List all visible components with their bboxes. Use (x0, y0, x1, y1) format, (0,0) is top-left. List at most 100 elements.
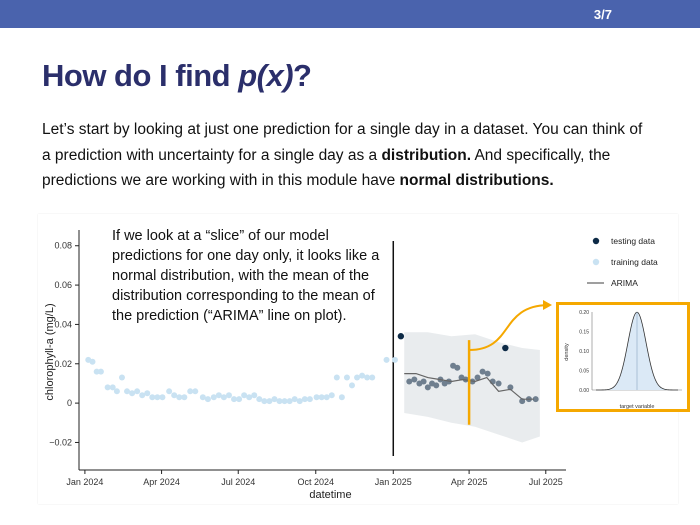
training-point (276, 398, 283, 405)
training-point (187, 388, 194, 395)
training-point (124, 388, 131, 395)
slide-number: 3/7 (593, 7, 612, 22)
training-point (113, 388, 120, 395)
training-point (266, 398, 273, 405)
legend-testing-swatch (592, 237, 600, 245)
training-point (271, 396, 278, 403)
training-point (241, 392, 248, 399)
page-title: How do I find p(x)? (42, 58, 312, 94)
training-point (134, 388, 141, 395)
training-point (323, 394, 330, 401)
training-point (359, 372, 366, 379)
density-inset: 0.00 0.05 0.10 0.15 0.20 density target variab… (556, 302, 690, 412)
x-tick-label: Apr 2024 (143, 477, 180, 487)
x-tick-label: Jan 2025 (375, 477, 412, 487)
training-point (154, 394, 161, 401)
training-point (97, 368, 104, 375)
training-point (291, 396, 298, 403)
forecast-point (495, 380, 502, 387)
training-point (343, 374, 350, 381)
training-point (338, 394, 345, 401)
training-point (246, 394, 253, 401)
inset-y-tick-label: 0.05 (579, 369, 589, 375)
training-point (144, 390, 151, 397)
training-point (176, 394, 183, 401)
title-suffix: ? (293, 58, 312, 93)
training-point (181, 394, 188, 401)
training-point (166, 388, 173, 395)
forecast-point (406, 378, 413, 385)
inset-y-title: density (564, 343, 570, 361)
training-point (215, 392, 222, 399)
training-point (313, 394, 320, 401)
legend-training-swatch (592, 258, 600, 266)
training-point (256, 396, 263, 403)
legend-testing-label: testing data (611, 236, 655, 246)
forecast-point (484, 370, 491, 377)
y-tick-label: 0 (67, 398, 72, 408)
testing-point (397, 333, 405, 340)
inset-frame (556, 302, 690, 412)
y-tick-label: 0.06 (54, 280, 72, 290)
x-tick-label: Jul 2025 (529, 477, 563, 487)
training-point (369, 374, 376, 381)
forecast-point (507, 384, 514, 391)
connector-arrowhead (543, 300, 552, 310)
title-prefix: How do I find (42, 58, 239, 93)
intro-bold-1: distribution. (381, 146, 472, 164)
legend-arima-label: ARIMA (611, 278, 638, 288)
training-point (301, 396, 308, 403)
intro-bold-2: normal distributions. (399, 172, 554, 189)
training-point (192, 388, 199, 395)
training-point (318, 394, 325, 401)
y-tick-label: −0.02 (49, 437, 72, 447)
training-point (129, 390, 136, 397)
training-point (306, 396, 313, 403)
training-point (139, 392, 146, 399)
callout-text: If we look at a “slice” of our model pre… (112, 226, 392, 326)
training-point (286, 398, 293, 405)
x-tick-label: Jan 2024 (66, 477, 103, 487)
forecast-point (532, 396, 539, 403)
training-point (348, 382, 355, 389)
training-point (225, 392, 232, 399)
uncertainty-band (404, 332, 540, 443)
forecast-point (420, 378, 427, 385)
training-point (333, 374, 340, 381)
training-point (89, 358, 96, 365)
training-point (391, 356, 398, 363)
training-point (109, 384, 116, 391)
training-point (383, 356, 390, 363)
slice-connector (469, 304, 549, 351)
inset-y-tick-label: 0.20 (579, 310, 589, 316)
forecast-point (479, 368, 486, 375)
training-point (354, 374, 361, 381)
inset-x-title: target variable (620, 404, 655, 410)
y-tick-label: 0.02 (54, 359, 72, 369)
training-point (281, 398, 288, 405)
x-tick-label: Jul 2024 (221, 477, 255, 487)
training-point (104, 384, 111, 391)
inset-y-tick-label: 0.15 (579, 330, 589, 336)
forecast-point (433, 382, 440, 389)
inset-y-tick-label: 0.10 (579, 349, 589, 355)
header-bar: 3/7 (0, 0, 700, 28)
training-point (251, 392, 258, 399)
y-tick-label: 0.08 (54, 241, 72, 251)
forecast-point (454, 364, 461, 371)
training-point (261, 398, 268, 405)
training-point (210, 394, 217, 401)
forecast-point (411, 376, 418, 383)
forecast-point (474, 374, 481, 381)
training-point (118, 374, 125, 381)
legend-training-label: training data (611, 257, 658, 267)
y-tick-label: 0.04 (54, 319, 72, 329)
y-axis-title: chlorophyll-a (mg/L) (44, 303, 56, 400)
training-point (204, 396, 211, 403)
intro-text-1: Let’s start by looking at just one predi… (42, 121, 643, 164)
intro-paragraph: Let’s start by looking at just one predi… (42, 117, 654, 194)
training-point (159, 394, 166, 401)
testing-point (502, 344, 509, 352)
x-axis-title: datetime (309, 489, 351, 501)
